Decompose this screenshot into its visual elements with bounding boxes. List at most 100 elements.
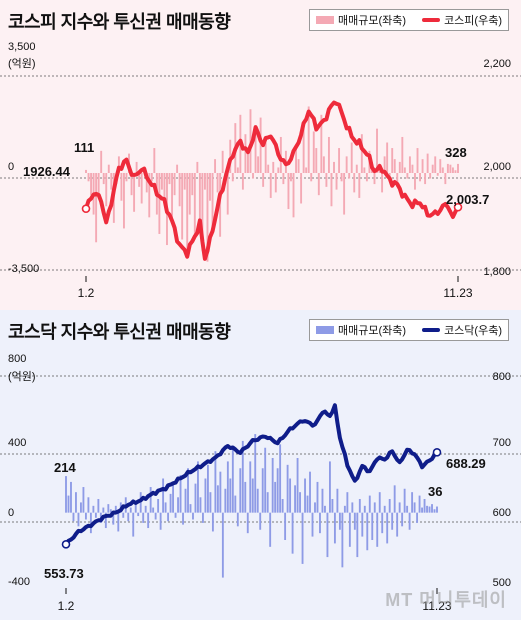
bar: [191, 173, 194, 196]
bar: [149, 487, 152, 513]
bar: [129, 507, 132, 513]
bar: [304, 478, 306, 513]
bar: [157, 499, 160, 513]
bar: [393, 485, 396, 513]
bar: [416, 148, 419, 173]
bar: [183, 173, 186, 190]
bar: [355, 164, 358, 173]
bar: [421, 507, 423, 513]
bar: [403, 488, 406, 513]
left-tick-label: 800: [8, 353, 26, 365]
bar: [226, 461, 229, 513]
bar: [326, 512, 329, 558]
bar: [206, 173, 209, 262]
bar: [102, 507, 105, 513]
bar: [338, 148, 341, 173]
bar: [360, 134, 363, 173]
bar: [406, 173, 409, 179]
bar: [179, 475, 182, 513]
bar: [383, 505, 386, 513]
bar: [206, 464, 209, 513]
bar: [160, 173, 163, 190]
bar: [358, 499, 361, 513]
bar: [211, 512, 214, 532]
bar: [289, 478, 292, 513]
bar: [408, 156, 411, 173]
x-tick-label: 11.23: [443, 286, 472, 300]
bar: [343, 173, 346, 215]
bar: [315, 148, 318, 173]
legend-line-label: 코스닥(우축): [444, 325, 502, 337]
watermark: MT 머니투데이: [385, 590, 507, 610]
right-tick-label: 700: [493, 437, 511, 449]
bar: [284, 512, 287, 540]
bar: [244, 481, 247, 513]
bar: [117, 512, 120, 532]
bar: [107, 164, 110, 173]
bar: [163, 173, 166, 201]
bar: [216, 485, 219, 513]
data-label: 553.73: [44, 566, 84, 581]
bar: [122, 512, 125, 518]
bar: [291, 512, 294, 554]
bar: [201, 173, 204, 251]
bar: [325, 173, 328, 187]
bar: [236, 167, 239, 173]
bar: [84, 512, 87, 520]
bar: [167, 512, 170, 522]
bar: [117, 156, 120, 173]
bar: [72, 512, 75, 522]
endpoint-marker: [61, 539, 71, 549]
bar: [132, 512, 135, 537]
bar: [324, 505, 326, 513]
bar: [269, 512, 272, 547]
bar: [299, 492, 301, 513]
bar: [112, 512, 115, 525]
bar: [254, 434, 257, 513]
bar: [426, 505, 428, 513]
kospi-panel: 코스피 지수와 투신권 매매동향 매매규모(좌축) 코스피(우축) 3,500 0…: [0, 0, 521, 310]
bar: [202, 512, 204, 523]
bar: [316, 481, 319, 513]
bar: [414, 173, 416, 190]
bar: [350, 142, 353, 173]
bar: [333, 161, 335, 173]
right-tick-label: 600: [493, 507, 511, 519]
bar: [343, 505, 346, 513]
bar: [266, 492, 269, 513]
left-axis-unit: (억원): [8, 370, 36, 383]
bar: [125, 173, 128, 182]
bar: [406, 505, 409, 513]
bar: [416, 512, 419, 523]
bar: [211, 173, 214, 229]
bar: [95, 173, 98, 243]
bar: [262, 173, 265, 187]
bar: [396, 512, 399, 537]
bar: [252, 173, 254, 179]
bar: [256, 488, 259, 513]
bar: [169, 493, 172, 513]
legend-bar-swatch: [316, 16, 335, 24]
bar: [70, 481, 72, 513]
bar: [192, 512, 194, 520]
data-label: 1926.44: [23, 164, 71, 179]
bar: [187, 468, 189, 513]
endpoint-marker: [453, 202, 463, 212]
kosdaq-chart: 800 400 0 -400 (억원) 800 700 600 500 214 553.73 36 68…: [0, 353, 521, 613]
bar: [336, 488, 339, 513]
bar: [279, 136, 282, 173]
bar: [300, 173, 303, 204]
left-tick-label: -3,500: [8, 263, 39, 275]
bar: [198, 173, 201, 223]
bar: [114, 505, 117, 513]
bar: [184, 488, 187, 513]
bar: [441, 167, 444, 173]
bar: [353, 173, 356, 193]
bar: [159, 512, 162, 530]
index-line: [64, 403, 439, 547]
left-tick-label: 400: [8, 437, 26, 449]
bar: [328, 461, 331, 513]
bar: [196, 161, 199, 173]
bar: [135, 161, 138, 173]
bar: [216, 173, 219, 193]
